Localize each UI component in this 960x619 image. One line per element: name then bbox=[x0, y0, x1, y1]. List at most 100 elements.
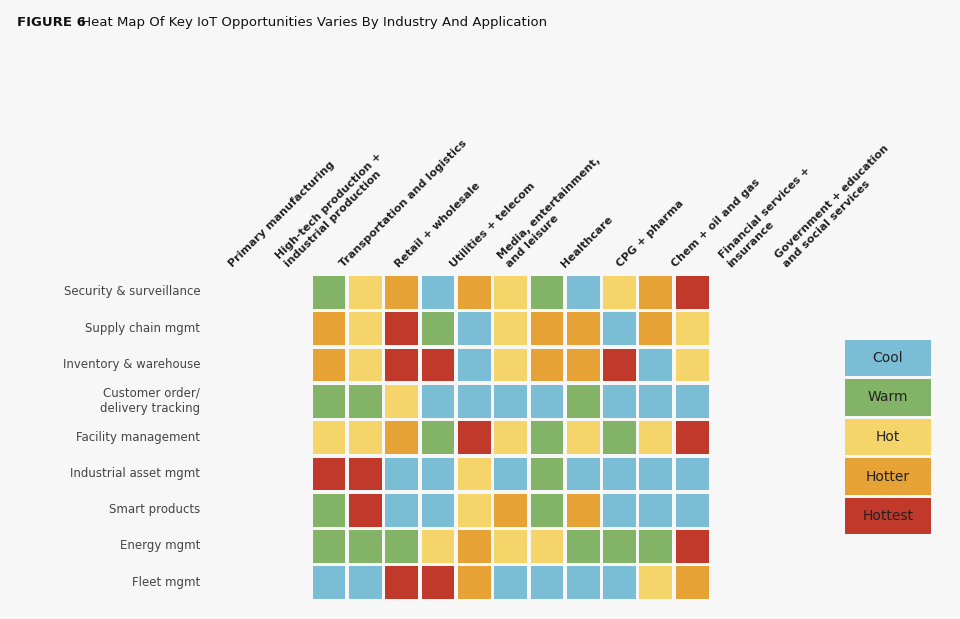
Bar bbox=[458, 385, 491, 418]
Text: Security & surveillance: Security & surveillance bbox=[63, 285, 201, 298]
Bar bbox=[349, 313, 382, 345]
Text: FIGURE 6: FIGURE 6 bbox=[17, 15, 86, 29]
Bar bbox=[531, 276, 564, 309]
Bar bbox=[421, 422, 454, 454]
Bar bbox=[458, 422, 491, 454]
Bar bbox=[494, 494, 527, 527]
Bar bbox=[458, 566, 491, 599]
Text: Inventory & warehouse: Inventory & warehouse bbox=[62, 358, 201, 371]
Bar bbox=[603, 494, 636, 527]
Bar bbox=[385, 566, 418, 599]
Text: Warm: Warm bbox=[868, 391, 908, 404]
Bar bbox=[349, 530, 382, 563]
Bar bbox=[385, 385, 418, 418]
Bar bbox=[421, 530, 454, 563]
Bar bbox=[603, 457, 636, 490]
Bar bbox=[313, 385, 346, 418]
Bar bbox=[676, 313, 708, 345]
Bar bbox=[313, 566, 346, 599]
Bar bbox=[845, 340, 931, 376]
Bar bbox=[531, 494, 564, 527]
Bar bbox=[676, 494, 708, 527]
Bar bbox=[458, 494, 491, 527]
Bar bbox=[313, 313, 346, 345]
Bar bbox=[494, 422, 527, 454]
Bar bbox=[421, 494, 454, 527]
Bar bbox=[531, 530, 564, 563]
Bar bbox=[494, 566, 527, 599]
Text: Primary manufacturing: Primary manufacturing bbox=[227, 160, 337, 269]
Bar bbox=[385, 276, 418, 309]
Bar bbox=[566, 494, 600, 527]
Bar bbox=[639, 422, 672, 454]
Bar bbox=[313, 348, 346, 381]
Text: Customer order/
delivery tracking: Customer order/ delivery tracking bbox=[100, 387, 201, 415]
Bar bbox=[566, 566, 600, 599]
Bar bbox=[458, 530, 491, 563]
Bar bbox=[494, 276, 527, 309]
Bar bbox=[349, 385, 382, 418]
Bar bbox=[603, 422, 636, 454]
Bar bbox=[349, 494, 382, 527]
Bar bbox=[676, 566, 708, 599]
Bar bbox=[531, 385, 564, 418]
Bar bbox=[421, 566, 454, 599]
Bar bbox=[639, 385, 672, 418]
Bar bbox=[531, 566, 564, 599]
Bar bbox=[566, 313, 600, 345]
Bar bbox=[458, 457, 491, 490]
Text: Cool: Cool bbox=[873, 351, 903, 365]
Bar bbox=[639, 276, 672, 309]
Bar bbox=[531, 348, 564, 381]
Bar bbox=[494, 457, 527, 490]
Text: Supply chain mgmt: Supply chain mgmt bbox=[85, 321, 201, 335]
Text: High-tech production +
industrial production: High-tech production + industrial produc… bbox=[275, 151, 393, 269]
Bar bbox=[313, 422, 346, 454]
Bar bbox=[639, 348, 672, 381]
Text: Media, entertainment,
and leisure: Media, entertainment, and leisure bbox=[496, 155, 611, 269]
Bar bbox=[349, 276, 382, 309]
Bar bbox=[349, 457, 382, 490]
Text: Hottest: Hottest bbox=[862, 509, 914, 523]
Bar bbox=[676, 457, 708, 490]
Bar bbox=[494, 313, 527, 345]
Bar bbox=[566, 385, 600, 418]
Bar bbox=[421, 348, 454, 381]
Bar bbox=[385, 494, 418, 527]
Bar bbox=[639, 566, 672, 599]
Bar bbox=[603, 276, 636, 309]
Bar bbox=[603, 566, 636, 599]
Bar bbox=[421, 385, 454, 418]
Bar bbox=[385, 313, 418, 345]
Bar bbox=[349, 566, 382, 599]
Text: Utilities + telecom: Utilities + telecom bbox=[448, 180, 538, 269]
Bar bbox=[313, 530, 346, 563]
Bar bbox=[639, 494, 672, 527]
Text: Healthcare: Healthcare bbox=[560, 214, 614, 269]
Text: Fleet mgmt: Fleet mgmt bbox=[132, 576, 201, 589]
Bar bbox=[385, 422, 418, 454]
Bar bbox=[566, 457, 600, 490]
Text: Energy mgmt: Energy mgmt bbox=[120, 539, 201, 553]
Bar bbox=[676, 385, 708, 418]
Bar bbox=[676, 422, 708, 454]
Bar bbox=[531, 313, 564, 345]
Bar bbox=[313, 457, 346, 490]
Text: Transportation and logistics: Transportation and logistics bbox=[338, 138, 468, 269]
Bar bbox=[676, 276, 708, 309]
Bar bbox=[494, 385, 527, 418]
Bar bbox=[385, 348, 418, 381]
Bar bbox=[313, 276, 346, 309]
Bar bbox=[603, 530, 636, 563]
Bar bbox=[603, 348, 636, 381]
Bar bbox=[845, 459, 931, 495]
Text: Financial services +
insurance: Financial services + insurance bbox=[717, 166, 821, 269]
Bar bbox=[421, 457, 454, 490]
Text: Hotter: Hotter bbox=[866, 470, 910, 483]
Bar bbox=[639, 530, 672, 563]
Bar bbox=[494, 530, 527, 563]
Bar bbox=[494, 348, 527, 381]
Text: Retail + wholesale: Retail + wholesale bbox=[394, 180, 482, 269]
Text: Hot: Hot bbox=[876, 430, 900, 444]
Bar bbox=[566, 530, 600, 563]
